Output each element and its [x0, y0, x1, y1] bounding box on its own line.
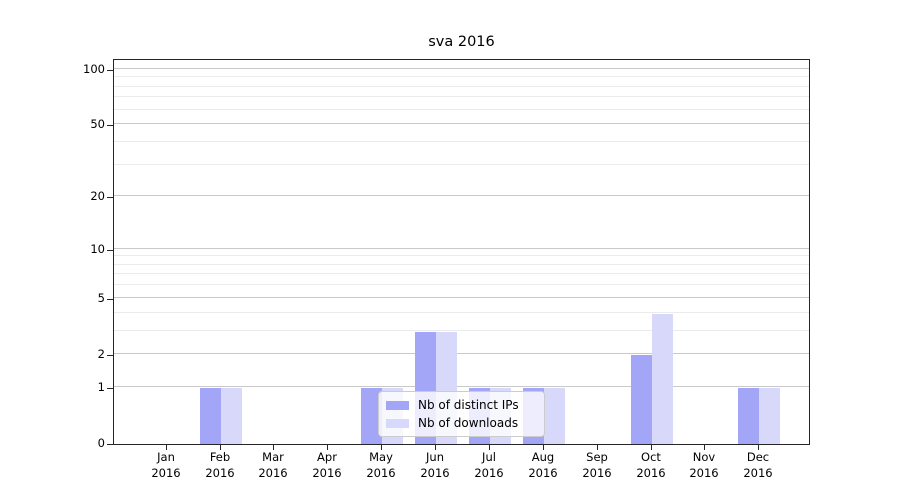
bar-distinct-ips [361, 388, 383, 444]
x-tick-mark [327, 445, 328, 450]
gridline-major [114, 247, 809, 249]
y-tick-mark [107, 444, 113, 445]
gridline-minor [114, 76, 809, 78]
x-tick-label: Sep 2016 [582, 450, 612, 480]
plot-area [113, 59, 810, 445]
bar-downloads [220, 388, 242, 444]
y-tick-label: 5 [97, 291, 105, 305]
gridline-minor [114, 263, 809, 265]
x-tick-mark [489, 445, 490, 450]
gridline-major [114, 195, 809, 197]
x-tick-label: May 2016 [366, 450, 396, 480]
y-tick-mark [107, 250, 113, 251]
bar-downloads [759, 388, 781, 444]
y-tick-label: 20 [90, 189, 105, 203]
bar-distinct-ips [738, 388, 760, 444]
x-tick-mark [435, 445, 436, 450]
bar-downloads [651, 314, 673, 444]
gridline-minor [114, 311, 809, 313]
bar-distinct-ips [630, 355, 652, 444]
chart-title: sva 2016 [428, 34, 495, 50]
bar-distinct-ips [199, 388, 221, 444]
x-tick-mark [220, 445, 221, 450]
gridline-major [114, 385, 809, 387]
y-tick-mark [107, 70, 113, 71]
y-tick-label: 50 [90, 117, 105, 131]
legend-label-distinct-ips: Nb of distinct IPs [418, 398, 519, 412]
x-tick-label: Mar 2016 [258, 450, 288, 480]
x-tick-label: Jun 2016 [420, 450, 450, 480]
y-tick-mark [107, 125, 113, 126]
x-tick-mark [597, 445, 598, 450]
gridline-minor [114, 96, 809, 98]
gridline-minor [114, 329, 809, 331]
y-tick-label: 2 [97, 347, 105, 361]
y-tick-label: 10 [90, 242, 105, 256]
gridline-major [114, 352, 809, 354]
gridline-minor [114, 284, 809, 286]
x-tick-label: Apr 2016 [312, 450, 342, 480]
x-tick-mark [381, 445, 382, 450]
gridline-minor [114, 163, 809, 165]
x-tick-label: Jan 2016 [151, 450, 181, 480]
gridline-major [114, 123, 809, 125]
x-tick-label: Jul 2016 [474, 450, 504, 480]
x-tick-mark [758, 445, 759, 450]
y-tick-mark [107, 355, 113, 356]
legend: Nb of distinct IPs Nb of downloads [378, 391, 545, 437]
legend-label-downloads: Nb of downloads [418, 416, 519, 430]
legend-swatch-downloads [386, 418, 409, 428]
gridline-minor [114, 85, 809, 87]
y-tick-mark [107, 299, 113, 300]
x-tick-mark [543, 445, 544, 450]
gridline-minor [114, 140, 809, 142]
x-tick-mark [166, 445, 167, 450]
x-tick-mark [704, 445, 705, 450]
y-tick-mark [107, 197, 113, 198]
legend-item-distinct-ips: Nb of distinct IPs [386, 398, 544, 412]
x-tick-mark [273, 445, 274, 450]
legend-swatch-distinct-ips [386, 400, 409, 410]
x-tick-label: Aug 2016 [528, 450, 558, 480]
y-tick-mark [107, 388, 113, 389]
legend-item-downloads: Nb of downloads [386, 416, 544, 430]
y-tick-label: 0 [97, 436, 105, 450]
x-tick-mark [651, 445, 652, 450]
gridline-major [114, 296, 809, 298]
x-tick-label: Oct 2016 [636, 450, 666, 480]
gridline-minor [114, 255, 809, 257]
y-tick-label: 100 [83, 62, 105, 76]
gridline-minor [114, 273, 809, 275]
gridline-minor [114, 108, 809, 110]
gridline-major [114, 67, 809, 69]
x-tick-label: Nov 2016 [689, 450, 719, 480]
x-tick-label: Feb 2016 [205, 450, 235, 480]
bar-downloads [543, 388, 565, 444]
x-tick-label: Dec 2016 [743, 450, 773, 480]
y-tick-label: 1 [97, 380, 105, 394]
